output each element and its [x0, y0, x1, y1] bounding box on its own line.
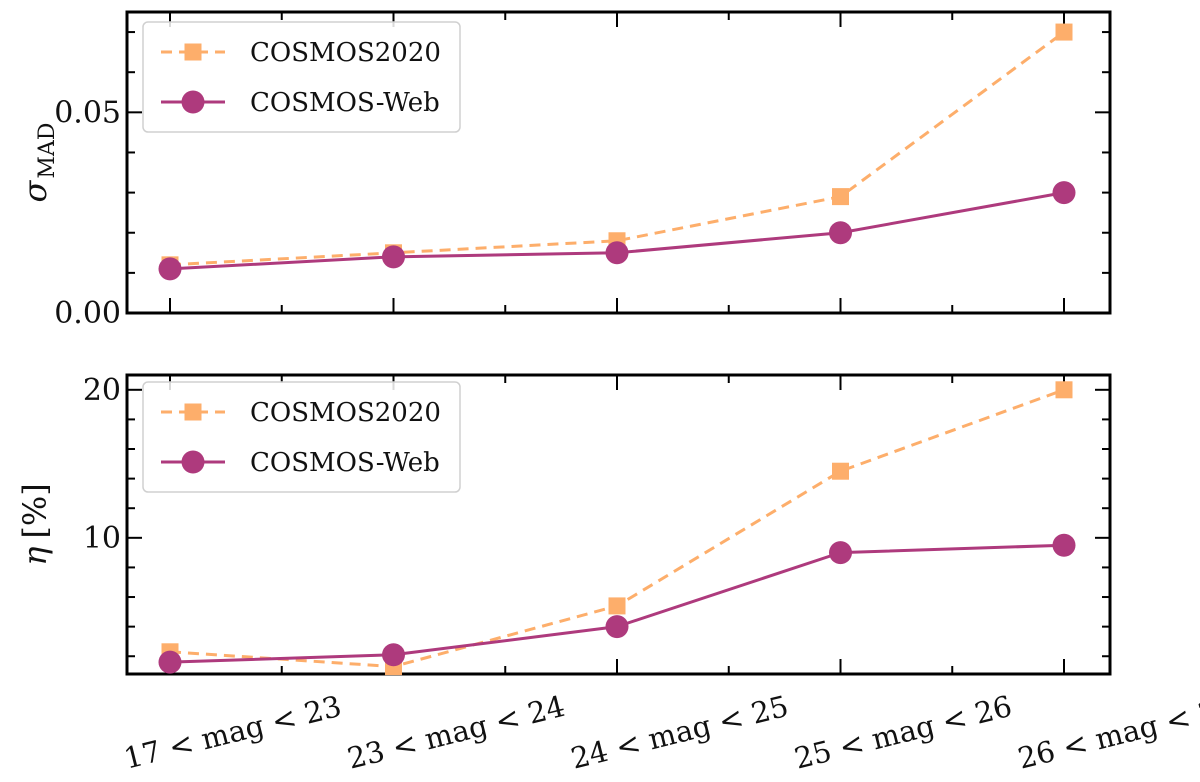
data-point-cosmos-web [605, 241, 629, 265]
legend-marker-cosmos-web [181, 90, 205, 114]
legend-marker-cosmos2020 [184, 403, 202, 421]
legend-marker-cosmos2020 [184, 43, 202, 61]
y-axis-symbol: η [16, 547, 54, 566]
category-label: 26 < mag < 28 [1014, 689, 1200, 776]
data-point-cosmos-web [382, 245, 405, 269]
legend-label: COSMOS2020 [250, 38, 441, 68]
data-point-cosmos2020 [832, 188, 849, 206]
data-point-cosmos-web [158, 257, 182, 281]
legend-label: COSMOS2020 [250, 398, 441, 428]
legend: COSMOS2020 COSMOS-Web [142, 21, 461, 133]
y-tick-label: 20 [83, 373, 121, 408]
data-point-cosmos2020 [1055, 381, 1073, 399]
category-label: 24 < mag < 25 [567, 689, 791, 776]
y-tick-label: 0.05 [54, 95, 121, 130]
category-label: 25 < mag < 26 [791, 689, 1015, 776]
category-label: 17 < mag < 23 [120, 689, 344, 776]
data-point-cosmos2020 [832, 462, 849, 480]
plot-frame [125, 10, 1112, 315]
category-labels: 17 < mag < 23 23 < mag < 24 24 < mag < 25 2… [120, 689, 1200, 776]
series-line-cosmos2020 [169, 30, 1065, 267]
data-point-cosmos-web [1052, 181, 1076, 205]
data-point-cosmos-web [382, 643, 405, 667]
legend-label: COSMOS-Web [250, 448, 440, 478]
category-label: 23 < mag < 24 [344, 689, 568, 776]
legend-box [142, 381, 461, 493]
data-point-cosmos-web [605, 615, 629, 639]
data-point-cosmos-web [829, 541, 852, 565]
y-axis-symbol: σ [16, 179, 54, 202]
data-point-cosmos-web [158, 650, 182, 674]
data-point-cosmos-web [1052, 533, 1076, 557]
data-point-cosmos2020 [1055, 23, 1073, 41]
y-axis-unit: [%] [16, 483, 54, 538]
y-axis-label: σMAD [16, 123, 60, 203]
data-point-cosmos-web [829, 221, 852, 245]
panel-outlier-fraction: 10 20 η [%] COSMOS2020 COSMOS-Web [16, 373, 1112, 676]
y-axis-label: η [%] [16, 483, 54, 566]
legend: COSMOS2020 COSMOS-Web [142, 381, 461, 493]
y-tick-label: 0.00 [54, 296, 121, 331]
y-axis-subscript: MAD [35, 123, 60, 179]
legend-label: COSMOS-Web [250, 88, 440, 118]
y-tick-label: 10 [83, 521, 121, 556]
legend-marker-cosmos-web [181, 450, 205, 474]
plot-frame [125, 373, 1112, 676]
data-point-cosmos2020 [608, 597, 626, 615]
legend-box [142, 21, 461, 133]
